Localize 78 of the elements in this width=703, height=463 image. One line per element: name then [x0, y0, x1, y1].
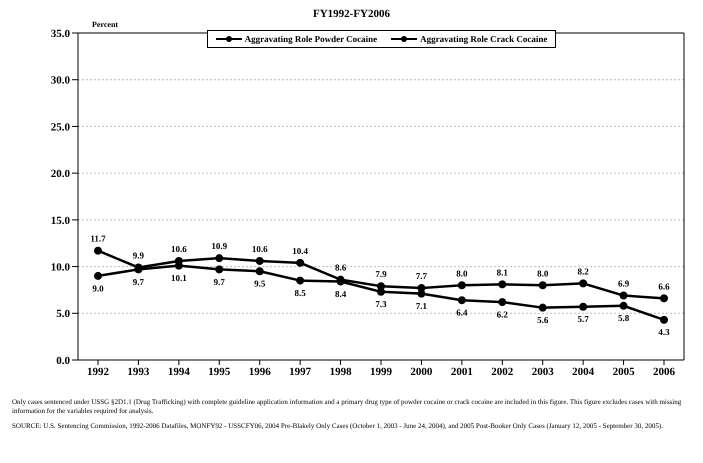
legend-label: Aggravating Role Powder Cocaine — [244, 34, 378, 44]
x-tick-label: 1998 — [330, 366, 352, 378]
data-label: 9.7 — [214, 276, 226, 287]
data-label: 8.0 — [537, 268, 549, 278]
data-label: 8.1 — [496, 267, 508, 278]
data-label: 9.5 — [254, 278, 266, 289]
x-tick-label: 2002 — [491, 366, 514, 378]
data-label: 10.6 — [170, 244, 188, 254]
data-label: 6.2 — [496, 309, 508, 320]
x-tick-label: 2005 — [612, 366, 636, 378]
y-tick-label: 0.0 — [56, 354, 70, 367]
x-tick-label: 1997 — [289, 366, 312, 378]
point — [296, 276, 304, 285]
y-tick-label: 15.0 — [50, 214, 70, 227]
point — [538, 304, 547, 312]
data-label: 8.5 — [294, 288, 306, 298]
data-label: 5.7 — [578, 314, 590, 324]
y-tick-label: 25.0 — [50, 121, 70, 134]
point — [417, 290, 426, 298]
x-tick-label: 1999 — [370, 366, 392, 378]
data-label: 7.1 — [416, 301, 428, 312]
point — [458, 281, 466, 290]
data-label: 10.1 — [170, 273, 188, 284]
data-label: 8.0 — [456, 268, 468, 278]
data-label: 8.6 — [334, 262, 347, 273]
point — [215, 254, 224, 262]
x-tick-label: 2006 — [653, 366, 676, 378]
point — [296, 258, 304, 267]
data-label: 7.7 — [416, 271, 428, 282]
y-tick-label: 5.0 — [56, 308, 70, 320]
x-tick-label: 2001 — [450, 366, 473, 378]
data-label: 7.3 — [375, 299, 388, 310]
y-tick-label: 20.0 — [50, 168, 70, 180]
x-tick-label: 1993 — [127, 366, 150, 378]
data-label: 11.7 — [90, 234, 106, 244]
x-tick-label: 2003 — [532, 366, 554, 378]
point — [660, 316, 668, 324]
data-label: 9.7 — [132, 276, 145, 287]
data-label: 9.9 — [132, 250, 145, 261]
legend-label: Aggravating Role Crack Cocaine — [419, 34, 548, 44]
point — [94, 272, 102, 280]
point — [256, 267, 264, 276]
x-tick-label: 1996 — [248, 366, 272, 378]
data-label: 6.9 — [618, 278, 630, 289]
data-label: 8.2 — [578, 266, 590, 276]
data-label: 8.4 — [334, 288, 347, 299]
point — [579, 302, 588, 311]
y-tick-label: 30.0 — [50, 74, 70, 87]
data-label: 5.6 — [537, 315, 549, 326]
data-label: 9.0 — [92, 283, 104, 294]
data-label: 6.6 — [658, 281, 670, 292]
x-tick-label: 1994 — [168, 366, 190, 378]
point — [458, 296, 466, 304]
x-tick-label: 1995 — [208, 366, 231, 378]
data-label: 10.9 — [211, 241, 228, 252]
point — [579, 279, 588, 288]
x-tick-label: 1992 — [87, 366, 110, 378]
data-label: 4.3 — [658, 327, 670, 338]
y-tick-label: 10.0 — [50, 261, 70, 274]
x-tick-label: 2000 — [410, 366, 433, 378]
data-label: 10.4 — [292, 246, 309, 256]
point — [660, 294, 668, 302]
data-label: 6.4 — [456, 308, 468, 318]
data-label: 5.8 — [618, 313, 630, 324]
y-axis-title: Percent — [92, 20, 118, 29]
point — [498, 298, 506, 306]
point — [94, 246, 102, 255]
point — [256, 256, 264, 265]
point — [538, 281, 547, 290]
y-tick-label: 35.0 — [50, 28, 70, 40]
point — [498, 280, 506, 288]
data-label: 10.6 — [252, 244, 268, 254]
point — [620, 292, 628, 300]
x-tick-label: 2004 — [572, 366, 595, 378]
data-label: 7.9 — [375, 269, 388, 280]
point — [215, 265, 224, 274]
point — [620, 302, 628, 310]
chart-title: FY1992-FY2006 — [313, 8, 390, 20]
